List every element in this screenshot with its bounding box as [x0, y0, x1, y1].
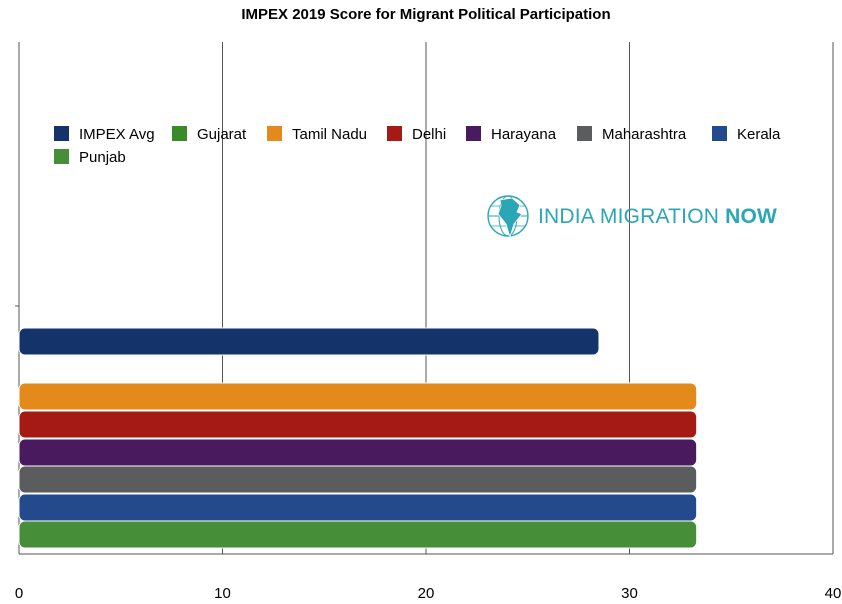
legend-swatch	[172, 126, 187, 141]
legend-label: Maharashtra	[602, 126, 687, 143]
legend-item-delhi: Delhi	[387, 126, 446, 143]
bar-harayana	[18, 438, 698, 467]
legend-item-tamil-nadu: Tamil Nadu	[267, 126, 367, 143]
legend-label: Harayana	[491, 126, 557, 143]
axes	[15, 42, 833, 555]
x-tick-label-40: 40	[825, 585, 842, 602]
legend-item-impex-avg: IMPEX Avg	[54, 126, 155, 143]
x-tick-label-0: 0	[15, 585, 23, 602]
legend-label: IMPEX Avg	[79, 126, 155, 143]
legend-swatch	[466, 126, 481, 141]
legend: IMPEX Avg Gujarat Tamil Nadu Delhi Harayana M…	[54, 126, 781, 166]
x-tick-label-10: 10	[214, 585, 231, 602]
bars	[18, 327, 698, 549]
bar-kerala	[18, 493, 698, 522]
legend-label: Kerala	[737, 126, 781, 143]
legend-label: Gujarat	[197, 126, 247, 143]
legend-item-kerala: Kerala	[712, 126, 781, 143]
chart-title: IMPEX 2019 Score for Migrant Political P…	[241, 6, 610, 23]
legend-swatch	[712, 126, 727, 141]
legend-item-gujarat: Gujarat	[172, 126, 247, 143]
logo-text: INDIA MIGRATION NOW	[538, 205, 777, 228]
legend-swatch	[54, 149, 69, 164]
legend-swatch	[54, 126, 69, 141]
legend-label: Punjab	[79, 149, 126, 166]
bar-delhi	[18, 410, 698, 439]
legend-swatch	[267, 126, 282, 141]
bar-punjab	[18, 520, 698, 549]
legend-item-harayana: Harayana	[466, 126, 557, 143]
globe-india-icon	[487, 195, 529, 239]
india-migration-now-logo: INDIA MIGRATION NOW	[487, 195, 777, 239]
legend-label: Tamil Nadu	[292, 126, 367, 143]
bar-tamil-nadu	[18, 382, 698, 411]
bar-impex-avg	[18, 327, 600, 356]
legend-item-maharashtra: Maharashtra	[577, 126, 687, 143]
x-tick-label-20: 20	[418, 585, 435, 602]
legend-item-punjab: Punjab	[54, 149, 126, 166]
bar-maharashtra	[18, 465, 698, 494]
x-tick-labels: 0 10 20 30 40	[15, 585, 842, 602]
x-tick-label-30: 30	[621, 585, 638, 602]
legend-label: Delhi	[412, 126, 446, 143]
legend-swatch	[387, 126, 402, 141]
legend-swatch	[577, 126, 592, 141]
